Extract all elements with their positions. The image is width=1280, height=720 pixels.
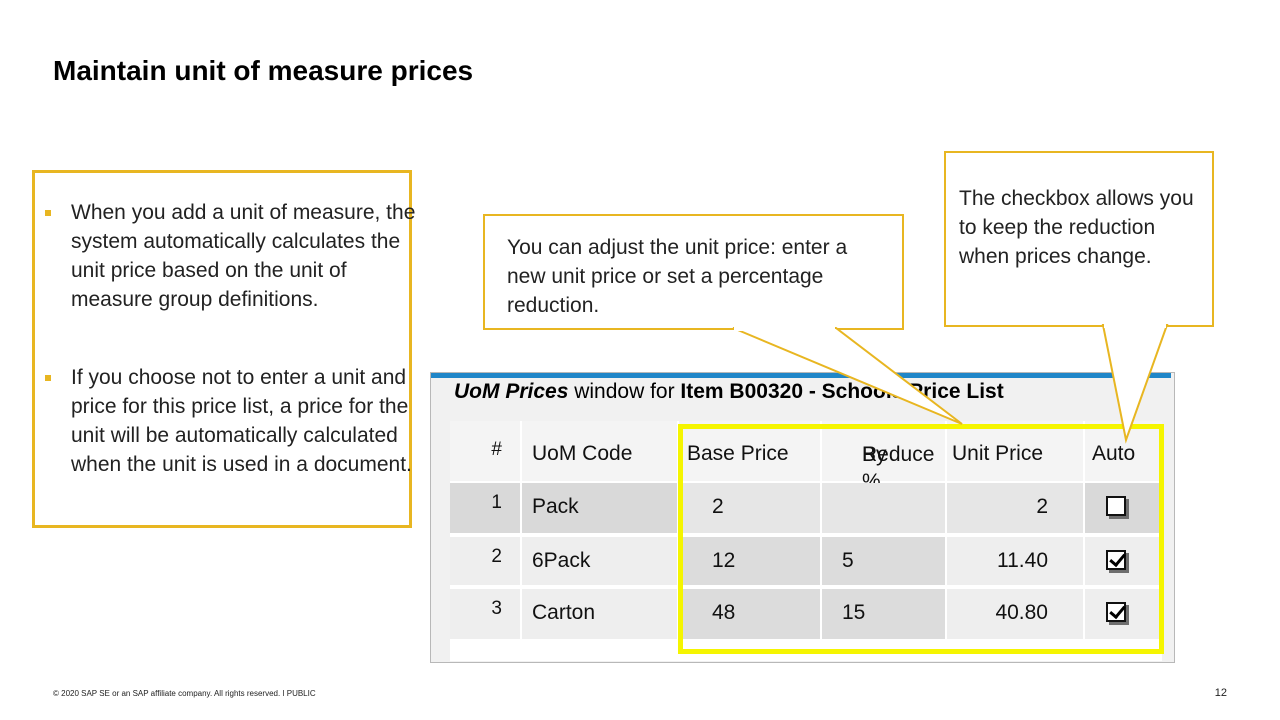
- footer-copyright: © 2020 SAP SE or an SAP affiliate compan…: [53, 689, 316, 698]
- page-number: 12: [1214, 687, 1227, 699]
- row-number: 3: [450, 589, 522, 639]
- column-header-reduce-by[interactable]: Reduce By %: [822, 421, 947, 493]
- window-title-mid: window for: [568, 380, 681, 403]
- uom-code-cell[interactable]: Carton: [522, 589, 679, 639]
- window-title: UoM Prices window for Item B00320 - Scho…: [454, 380, 1004, 404]
- reduce-by-cell[interactable]: 15: [822, 589, 947, 639]
- auto-checkbox[interactable]: [1106, 496, 1126, 516]
- uom-prices-table: # UoM Code Base Price Reduce By % Unit Pr…: [450, 421, 1162, 661]
- row-number: 2: [450, 537, 522, 585]
- window-top-bar: [431, 373, 1171, 378]
- window-title-item: Item B00320 - Schools Price List: [680, 380, 1004, 403]
- row-number: 1: [450, 483, 522, 533]
- reduce-by-cell[interactable]: 5: [822, 537, 947, 585]
- bullet-text: If you choose not to enter a unit and pr…: [71, 366, 412, 476]
- slide-title: Maintain unit of measure prices: [53, 55, 474, 86]
- callout-adjust-price: You can adjust the unit price: enter a n…: [483, 214, 904, 330]
- auto-cell: [1085, 483, 1162, 533]
- auto-cell: [1085, 589, 1162, 639]
- bullet-marker-icon: [45, 375, 51, 381]
- base-price-cell[interactable]: 2: [679, 483, 822, 533]
- table-row[interactable]: 3 Carton 48 15 40.80: [450, 589, 1162, 639]
- column-header-base-price[interactable]: Base Price: [679, 421, 822, 481]
- column-header-uom-code[interactable]: UoM Code: [522, 421, 679, 481]
- column-header-num[interactable]: #: [450, 421, 522, 481]
- base-price-cell[interactable]: 12: [679, 537, 822, 585]
- table-header-row: # UoM Code Base Price Reduce By % Unit Pr…: [450, 421, 1162, 493]
- bullet-marker-icon: [45, 210, 51, 216]
- base-price-cell[interactable]: 48: [679, 589, 822, 639]
- auto-checkbox[interactable]: [1106, 602, 1126, 622]
- bullet-text: When you add a unit of measure, the syst…: [71, 201, 416, 311]
- info-box: When you add a unit of measure, the syst…: [32, 170, 415, 528]
- unit-price-cell[interactable]: 2: [947, 483, 1085, 533]
- column-header-auto[interactable]: Auto: [1092, 442, 1136, 465]
- unit-price-cell[interactable]: 11.40: [947, 537, 1085, 585]
- auto-cell: [1085, 537, 1162, 585]
- table-row[interactable]: 1 Pack 2 2: [450, 483, 1162, 533]
- unit-price-cell[interactable]: 40.80: [947, 589, 1085, 639]
- table-row[interactable]: 2 6Pack 12 5 11.40: [450, 537, 1162, 585]
- callout-checkbox: The checkbox allows you to keep the redu…: [944, 151, 1214, 327]
- window-title-name: UoM Prices: [454, 380, 569, 403]
- reduce-by-cell[interactable]: [822, 483, 947, 533]
- column-header-unit-price[interactable]: Unit Price: [947, 421, 1085, 481]
- uom-code-cell[interactable]: Pack: [522, 483, 679, 533]
- auto-checkbox[interactable]: [1106, 550, 1126, 570]
- uom-prices-window: UoM Prices window for Item B00320 - Scho…: [430, 372, 1175, 663]
- uom-code-cell[interactable]: 6Pack: [522, 537, 679, 585]
